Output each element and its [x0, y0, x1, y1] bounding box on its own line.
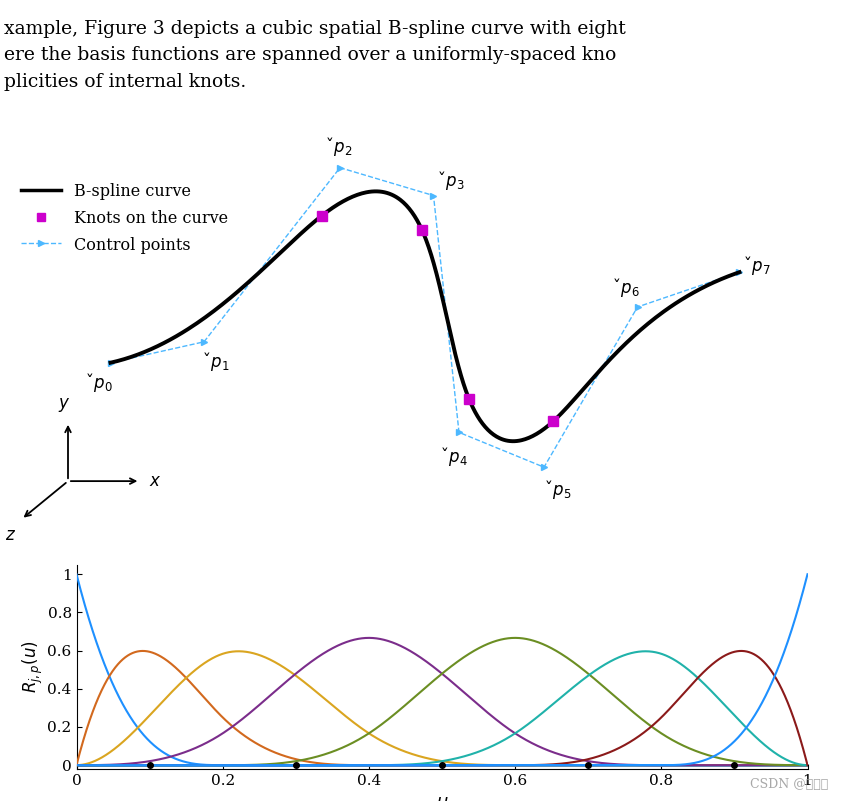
Text: $\check{p}_6$: $\check{p}_6$: [615, 276, 640, 299]
Text: plicities of internal knots.: plicities of internal knots.: [4, 73, 246, 91]
Text: $\check{p}_7$: $\check{p}_7$: [745, 254, 771, 276]
Text: xample, Figure 3 depicts a cubic spatial B-spline curve with eight: xample, Figure 3 depicts a cubic spatial…: [4, 20, 626, 38]
Text: ere the basis functions are spanned over a uniformly-spaced kno: ere the basis functions are spanned over…: [4, 46, 616, 64]
Text: $\check{p}_0$: $\check{p}_0$: [88, 371, 113, 394]
Text: $x$: $x$: [149, 473, 162, 489]
Text: $y$: $y$: [58, 396, 70, 413]
Text: $\check{p}_5$: $\check{p}_5$: [547, 478, 572, 501]
Text: $\check{p}_3$: $\check{p}_3$: [439, 169, 465, 191]
X-axis label: $u$: $u$: [436, 793, 448, 801]
Text: $\check{p}_1$: $\check{p}_1$: [204, 350, 230, 372]
Legend: B-spline curve, Knots on the curve, Control points: B-spline curve, Knots on the curve, Cont…: [16, 179, 233, 259]
Y-axis label: $R_{j,p}(u)$: $R_{j,p}(u)$: [20, 641, 44, 693]
Text: CSDN @姚巨龙: CSDN @姚巨龙: [751, 779, 829, 791]
Text: $\check{p}_2$: $\check{p}_2$: [327, 135, 353, 159]
Text: $\check{p}_4$: $\check{p}_4$: [442, 445, 468, 469]
Text: $z$: $z$: [4, 527, 16, 544]
